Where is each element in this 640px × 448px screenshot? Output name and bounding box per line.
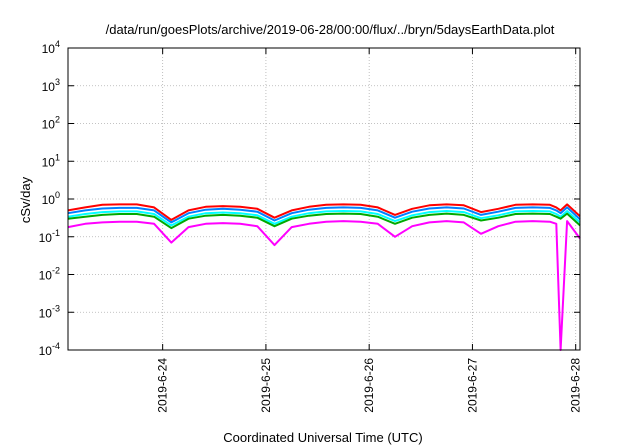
series-line-3	[67, 210, 581, 227]
x-tick-label: 2019-6-24	[156, 358, 170, 413]
y-tick-label: 103	[42, 77, 60, 94]
x-tick-label: 2019-6-28	[569, 358, 583, 413]
y-tick-label: 10-4	[39, 341, 60, 358]
y-tick-label: 10-3	[39, 303, 60, 320]
series-line-4	[67, 212, 581, 230]
y-tick-label: 104	[42, 39, 60, 56]
x-axis-label: Coordinated Universal Time (UTC)	[223, 430, 422, 445]
y-tick-label: 10-1	[39, 228, 60, 245]
x-ticks: 2019-6-24 2019-6-25 2019-6-26 2019-6-27 2019…	[156, 48, 583, 413]
y-tick-label: 10-2	[39, 266, 60, 283]
y-tick-label: 100	[42, 190, 60, 207]
series-line-2	[67, 206, 581, 224]
y-tick-label: 101	[42, 152, 60, 169]
x-tick-label: 2019-6-25	[259, 358, 273, 413]
x-tick-label: 2019-6-26	[362, 358, 376, 413]
series-line-1	[67, 203, 581, 221]
series-line-5	[67, 220, 581, 351]
y-ticks: 10-4 10-3 10-2 10-1 100 101 102 103 104	[39, 39, 580, 358]
grid	[68, 48, 580, 350]
y-axis-label: cSv/day	[18, 176, 33, 223]
y-tick-label: 102	[42, 115, 60, 132]
series-layer	[67, 203, 581, 351]
chart-title: /data/run/goesPlots/archive/2019-06-28/0…	[106, 22, 555, 37]
x-tick-label: 2019-6-27	[465, 358, 479, 413]
